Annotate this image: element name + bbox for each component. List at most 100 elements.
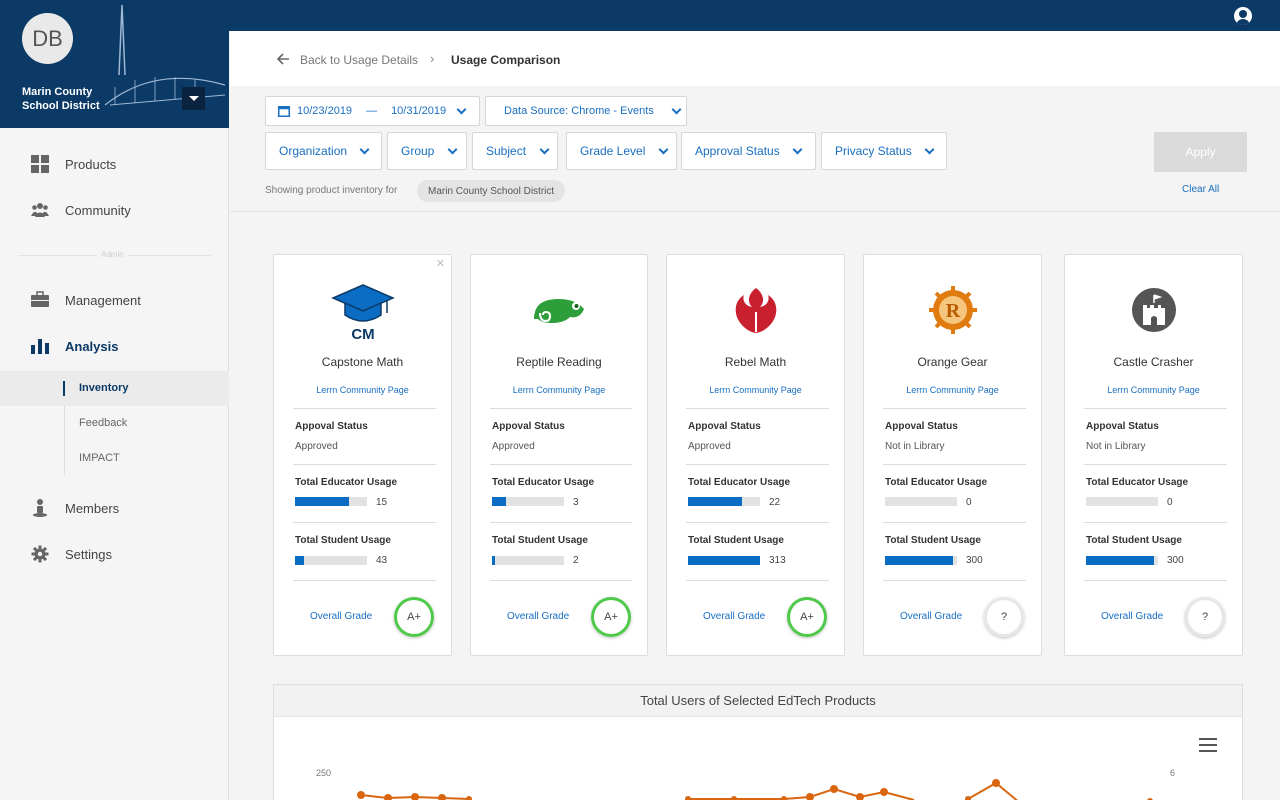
student-usage-bar	[885, 556, 957, 565]
card-divider	[490, 580, 632, 581]
clear-all-link[interactable]: Clear All	[1182, 184, 1220, 195]
educator-usage-bar	[1086, 497, 1158, 506]
grade-badge[interactable]: ?	[1185, 597, 1225, 637]
student-usage-value: 300	[1167, 555, 1184, 566]
sidebar-item-label: Settings	[65, 546, 112, 562]
grade-badge[interactable]: A+	[787, 597, 827, 637]
community-page-link[interactable]: Lerrn Community Page	[512, 385, 606, 395]
chevron-right-icon: ›	[430, 51, 435, 66]
chevron-down-icon	[539, 144, 550, 154]
person-icon	[33, 499, 47, 517]
organization-dropdown[interactable]: Organization	[265, 132, 382, 170]
sidebar-item-label: Analysis	[65, 338, 119, 354]
apply-button[interactable]: Apply	[1154, 132, 1247, 172]
subnav-inventory[interactable]: Inventory	[0, 371, 229, 406]
overall-grade-link[interactable]: Overall Grade	[703, 611, 766, 622]
approval-status-value: Approved	[688, 441, 731, 452]
grade-value: A+	[604, 611, 618, 623]
community-page-link[interactable]: Lerrn Community Page	[316, 385, 409, 395]
card-divider	[1084, 522, 1227, 523]
data-source-dropdown[interactable]: Data Source: Chrome - Events	[485, 96, 687, 126]
briefcase-icon	[31, 291, 49, 307]
overall-grade-link[interactable]: Overall Grade	[900, 611, 963, 622]
sidebar-item-products[interactable]: Products	[0, 144, 229, 184]
district-filter-chip[interactable]: Marin County School District	[417, 180, 566, 202]
hamburger-menu-icon[interactable]	[1199, 738, 1217, 752]
student-usage-value: 300	[966, 555, 983, 566]
student-usage-fill	[492, 556, 495, 565]
district-avatar[interactable]: DB	[22, 13, 73, 64]
arrow-left-icon[interactable]	[276, 52, 290, 66]
educator-usage-value: 3	[573, 497, 579, 508]
card-divider	[883, 580, 1026, 581]
student-usage-bar	[492, 556, 564, 565]
subject-dropdown[interactable]: Subject	[472, 132, 558, 170]
approval-status-label: Appoval Status	[885, 421, 958, 432]
dropdown-label: Group	[401, 144, 435, 158]
student-usage-fill	[295, 556, 305, 565]
educator-usage-fill	[295, 497, 349, 506]
student-usage-label: Total Student Usage	[295, 535, 391, 546]
grade-badge[interactable]: ?	[984, 597, 1024, 637]
grade-badge[interactable]: A+	[394, 597, 434, 637]
approval-status-dropdown[interactable]: Approval Status	[681, 132, 816, 170]
overall-grade-link[interactable]: Overall Grade	[507, 611, 570, 622]
back-to-usage-details-link[interactable]: Back to Usage Details	[300, 53, 419, 67]
educator-usage-label: Total Educator Usage	[295, 477, 398, 488]
product-name: Capstone Math	[321, 355, 404, 369]
community-page-link[interactable]: Lerrn Community Page	[1107, 385, 1200, 395]
educator-usage-fill	[688, 497, 742, 506]
svg-text:R: R	[945, 300, 960, 322]
product-card: Rebel Math Lerrn Community Page Appoval …	[666, 254, 845, 656]
product-name: Orange Gear	[917, 355, 988, 369]
student-usage-value: 2	[573, 555, 579, 566]
dropdown-label: Approval Status	[695, 144, 780, 158]
castle-icon	[1131, 288, 1176, 332]
overall-grade-link[interactable]: Overall Grade	[1101, 611, 1164, 622]
overall-grade-link[interactable]: Overall Grade	[310, 611, 373, 622]
educator-usage-label: Total Educator Usage	[1086, 477, 1189, 488]
group-dropdown[interactable]: Group	[387, 132, 467, 170]
grade-value: ?	[1000, 611, 1008, 623]
grade-level-dropdown[interactable]: Grade Level	[566, 132, 677, 170]
close-icon[interactable]: ✕	[435, 258, 445, 270]
date-separator: —	[366, 105, 378, 117]
sidebar-item-analysis[interactable]: Analysis	[0, 326, 229, 366]
sidebar-item-settings[interactable]: Settings	[0, 534, 229, 574]
calendar-icon	[278, 106, 290, 117]
subnav-impact[interactable]: IMPACT	[0, 441, 229, 476]
card-divider	[293, 408, 436, 409]
card-divider	[883, 522, 1026, 523]
product-logo: R	[864, 283, 1041, 338]
user-account-icon[interactable]	[1234, 7, 1252, 25]
product-logo	[471, 283, 647, 338]
card-divider	[293, 522, 436, 523]
community-page-link[interactable]: Lerrn Community Page	[709, 385, 802, 395]
privacy-status-dropdown[interactable]: Privacy Status	[821, 132, 947, 170]
subnav-label: Feedback	[79, 417, 128, 429]
educator-usage-value: 15	[376, 497, 388, 508]
approval-status-label: Appoval Status	[688, 421, 761, 432]
dropdown-label: Subject	[486, 144, 527, 158]
grade-badge[interactable]: A+	[591, 597, 631, 637]
subnav-feedback[interactable]: Feedback	[0, 406, 229, 441]
student-usage-fill	[1086, 556, 1155, 565]
date-range-picker[interactable]: 10/23/2019 — 10/31/2019	[265, 96, 480, 126]
district-dropdown-button[interactable]	[182, 87, 205, 110]
student-usage-label: Total Student Usage	[492, 535, 588, 546]
sidebar-item-management[interactable]: Management	[0, 280, 229, 320]
student-usage-fill	[688, 556, 760, 565]
sidebar-item-label: Management	[65, 292, 141, 308]
sidebar-item-community[interactable]: Community	[0, 190, 229, 230]
sidebar-item-members[interactable]: Members	[0, 488, 229, 528]
subnav-rule	[64, 405, 65, 475]
card-divider	[686, 522, 829, 523]
rebel-emblem-icon	[735, 288, 776, 333]
community-page-link[interactable]: Lerrn Community Page	[906, 385, 999, 395]
student-usage-fill	[885, 556, 954, 565]
data-source-label: Data Source: Chrome - Events	[504, 105, 654, 117]
bar-chart-icon	[31, 339, 49, 354]
student-usage-bar	[295, 556, 367, 565]
dropdown-label: Grade Level	[580, 144, 646, 158]
card-divider	[883, 408, 1026, 409]
